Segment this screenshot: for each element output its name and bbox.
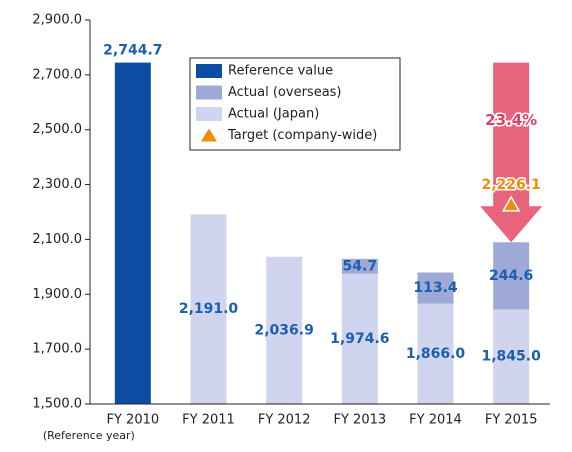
y-tick-label: 2,100.0 bbox=[32, 232, 82, 247]
bar-segment bbox=[341, 273, 378, 404]
bar-segment bbox=[190, 214, 227, 404]
annotation: 23.4% bbox=[485, 111, 537, 129]
legend-label: Actual (overseas) bbox=[228, 85, 342, 100]
legend-swatch bbox=[196, 85, 222, 100]
bar-segment bbox=[114, 62, 151, 405]
arrow bbox=[480, 62, 543, 243]
target-label: 2,226.1 bbox=[481, 177, 540, 193]
x-tick-note: (Reference year) bbox=[43, 429, 135, 442]
bar-segment bbox=[417, 272, 454, 304]
value-label: 2,191.0 bbox=[179, 301, 239, 317]
bar-segment bbox=[417, 303, 454, 404]
value-label: 1,845.0 bbox=[481, 349, 541, 365]
y-tick-label: 2,700.0 bbox=[32, 67, 82, 82]
legend-box bbox=[189, 57, 401, 151]
x-tick-label: FY 2012 bbox=[258, 413, 311, 428]
y-tick-label: 2,900.0 bbox=[32, 13, 82, 28]
value-label: 54.7 bbox=[343, 258, 378, 274]
value-label: 113.4 bbox=[413, 280, 458, 296]
bar-segment bbox=[266, 256, 303, 404]
y-tick-label: 1,700.0 bbox=[32, 342, 82, 357]
x-tick-label: FY 2011 bbox=[182, 413, 235, 428]
legend-swatch bbox=[196, 64, 222, 78]
target-marker bbox=[501, 195, 521, 212]
bar-segment bbox=[493, 309, 530, 404]
legend-swatch bbox=[201, 128, 217, 142]
y-tick-label: 1,900.0 bbox=[32, 287, 82, 302]
y-tick-label: 1,500.0 bbox=[32, 397, 82, 412]
value-label: 2,036.9 bbox=[254, 322, 313, 338]
legend-label: Target (company-wide) bbox=[227, 128, 377, 143]
value-label: 2,744.7 bbox=[103, 43, 162, 59]
legend-label: Reference value bbox=[228, 64, 333, 79]
y-tick-label: 2,300.0 bbox=[32, 177, 82, 192]
x-tick-label: FY 2015 bbox=[485, 413, 538, 428]
bar-segment bbox=[493, 242, 530, 310]
bar-segment bbox=[341, 258, 378, 274]
legend-label: Actual (Japan) bbox=[228, 107, 319, 122]
legend-swatch bbox=[196, 107, 222, 121]
x-tick-label: FY 2014 bbox=[409, 413, 462, 428]
x-tick-label: FY 2010 bbox=[107, 413, 160, 428]
value-label: 1,866.0 bbox=[406, 346, 466, 362]
x-tick-label: FY 2013 bbox=[334, 413, 387, 428]
value-label: 244.6 bbox=[489, 268, 533, 284]
value-label: 1,974.6 bbox=[330, 331, 389, 347]
y-tick-label: 2,500.0 bbox=[32, 122, 82, 137]
